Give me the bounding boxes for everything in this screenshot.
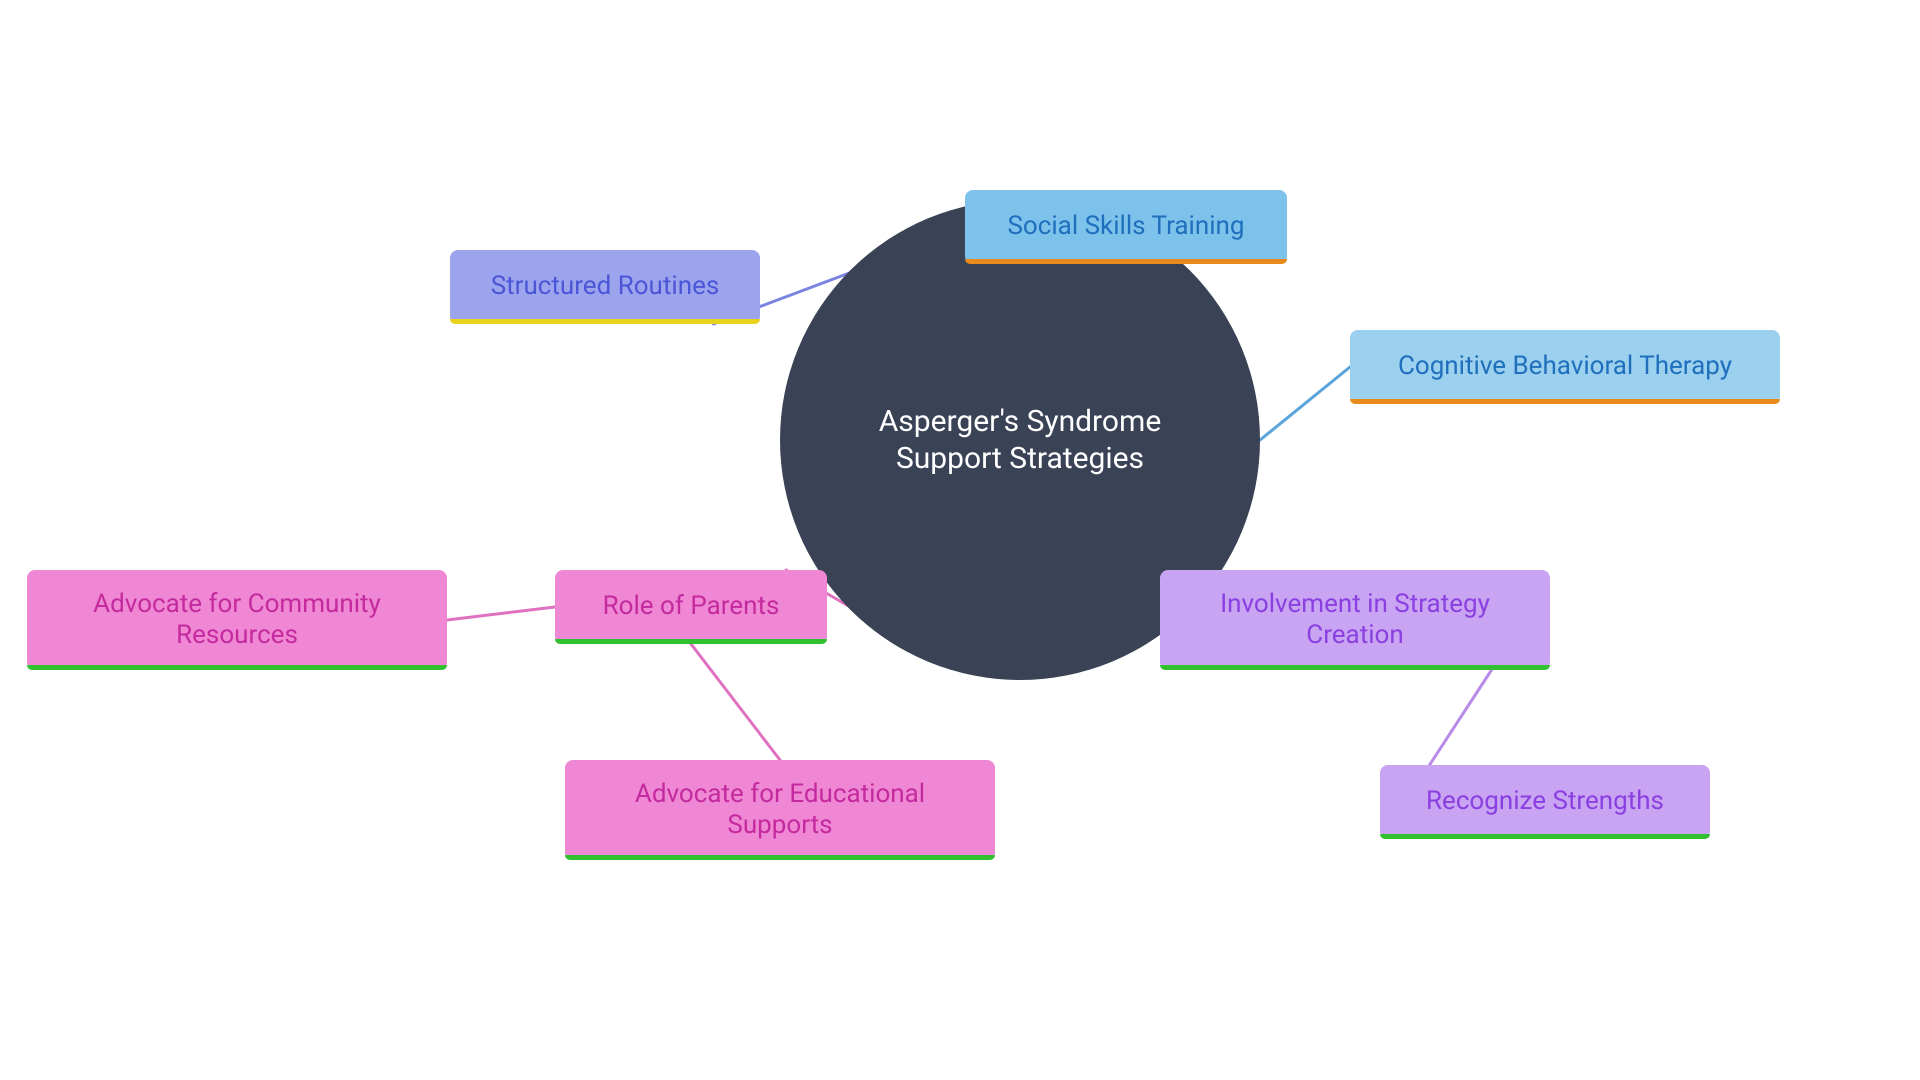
edge-center-cbt <box>1260 367 1350 440</box>
node-label: Social Skills Training <box>991 211 1260 242</box>
node-role-parents: Role of Parents <box>555 570 827 644</box>
node-involvement: Involvement in Strategy Creation <box>1160 570 1550 670</box>
node-underline <box>565 855 995 860</box>
edge-involvement-recognize-strengths <box>1430 670 1492 765</box>
node-label: Cognitive Behavioral Therapy <box>1382 351 1748 382</box>
edge-role-parents-community-resources <box>447 607 555 620</box>
node-label: Advocate for Community Resources <box>27 589 447 651</box>
node-underline <box>1160 665 1550 670</box>
node-structured-routines: Structured Routines <box>450 250 760 324</box>
node-underline <box>1380 834 1710 839</box>
node-label: Recognize Strengths <box>1410 786 1680 817</box>
node-educational-supports: Advocate for Educational Supports <box>565 760 995 860</box>
center-label: Asperger's Syndrome Support Strategies <box>780 403 1260 478</box>
node-underline <box>555 639 827 644</box>
node-label: Structured Routines <box>475 271 736 302</box>
node-label: Role of Parents <box>587 591 796 622</box>
node-community-resources: Advocate for Community Resources <box>27 570 447 670</box>
node-underline <box>1350 399 1780 404</box>
node-underline <box>450 319 760 324</box>
edge-role-parents-educational-supports <box>691 644 780 760</box>
node-social-skills: Social Skills Training <box>965 190 1287 264</box>
diagram-canvas: Asperger's Syndrome Support Strategies So… <box>0 0 1920 1080</box>
node-label: Advocate for Educational Supports <box>565 779 995 841</box>
node-underline <box>965 259 1287 264</box>
node-recognize-strengths: Recognize Strengths <box>1380 765 1710 839</box>
node-label: Involvement in Strategy Creation <box>1160 589 1550 651</box>
node-cbt: Cognitive Behavioral Therapy <box>1350 330 1780 404</box>
node-underline <box>27 665 447 670</box>
